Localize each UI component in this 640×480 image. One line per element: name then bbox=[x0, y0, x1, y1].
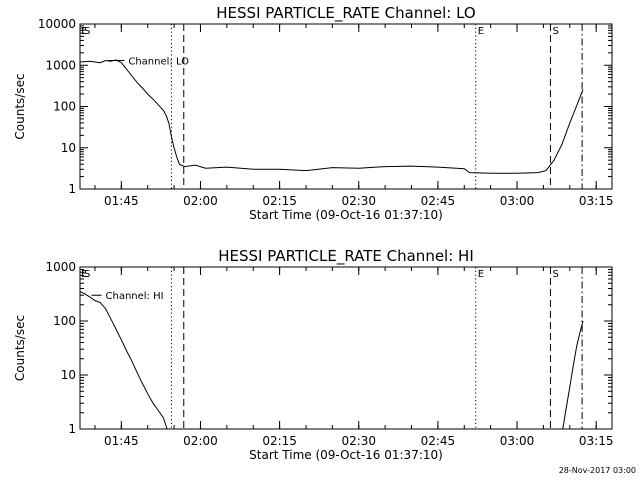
series-line bbox=[79, 291, 168, 430]
x-tick-label: 02:30 bbox=[341, 434, 376, 448]
y-tick-label: 1 bbox=[68, 182, 76, 196]
x-tick-label: 02:15 bbox=[262, 434, 297, 448]
y-tick-label: 10 bbox=[61, 141, 76, 155]
x-tick-label: 03:15 bbox=[579, 194, 614, 208]
event-marker-e: E bbox=[81, 269, 87, 280]
y-tick-label: 100 bbox=[53, 314, 76, 328]
x-axis-label: Start Time (09-Oct-16 01:37:10) bbox=[249, 208, 443, 222]
chart-title: HESSI PARTICLE_RATE Channel: LO bbox=[216, 4, 475, 23]
x-axis-label: Start Time (09-Oct-16 01:37:10) bbox=[249, 448, 443, 462]
x-tick-label: 03:00 bbox=[500, 434, 535, 448]
plot-frame bbox=[79, 266, 613, 430]
series-line bbox=[562, 320, 584, 430]
x-tick-label: 02:30 bbox=[341, 194, 376, 208]
x-tick-label: 03:15 bbox=[579, 434, 614, 448]
y-tick-label: 1 bbox=[68, 422, 76, 436]
y-tick-label: 10 bbox=[61, 368, 76, 382]
event-marker-s: S bbox=[552, 26, 558, 37]
chart-title: HESSI PARTICLE_RATE Channel: HI bbox=[218, 247, 474, 266]
x-tick-label: 02:15 bbox=[262, 194, 297, 208]
x-tick-label: 02:45 bbox=[421, 194, 456, 208]
event-marker-e: E bbox=[478, 269, 484, 280]
x-tick-label: 03:00 bbox=[500, 194, 535, 208]
event-marker-e: E bbox=[478, 26, 484, 37]
x-tick-label: 02:00 bbox=[183, 194, 218, 208]
y-tick-label: 1000 bbox=[45, 58, 76, 72]
x-tick-label: 01:45 bbox=[104, 434, 139, 448]
event-marker-s: S bbox=[552, 269, 558, 280]
series-line bbox=[79, 59, 584, 174]
event-marker-s: S bbox=[84, 26, 90, 37]
x-tick-label: 02:00 bbox=[183, 434, 218, 448]
y-tick-label: 10000 bbox=[38, 17, 76, 31]
channel-label: Channel: LO bbox=[128, 57, 189, 68]
y-tick-label: 100 bbox=[53, 100, 76, 114]
y-axis-label: Counts/sec bbox=[13, 73, 27, 139]
x-tick-label: 01:45 bbox=[104, 194, 139, 208]
footer-timestamp: 28-Nov-2017 03:00 bbox=[559, 466, 636, 475]
channel-label: Channel: HI bbox=[106, 291, 164, 302]
x-tick-label: 02:45 bbox=[421, 434, 456, 448]
y-tick-label: 1000 bbox=[45, 260, 76, 274]
event-marker-s: S bbox=[84, 269, 90, 280]
y-axis-label: Counts/sec bbox=[13, 315, 27, 381]
event-marker-e: E bbox=[81, 26, 87, 37]
